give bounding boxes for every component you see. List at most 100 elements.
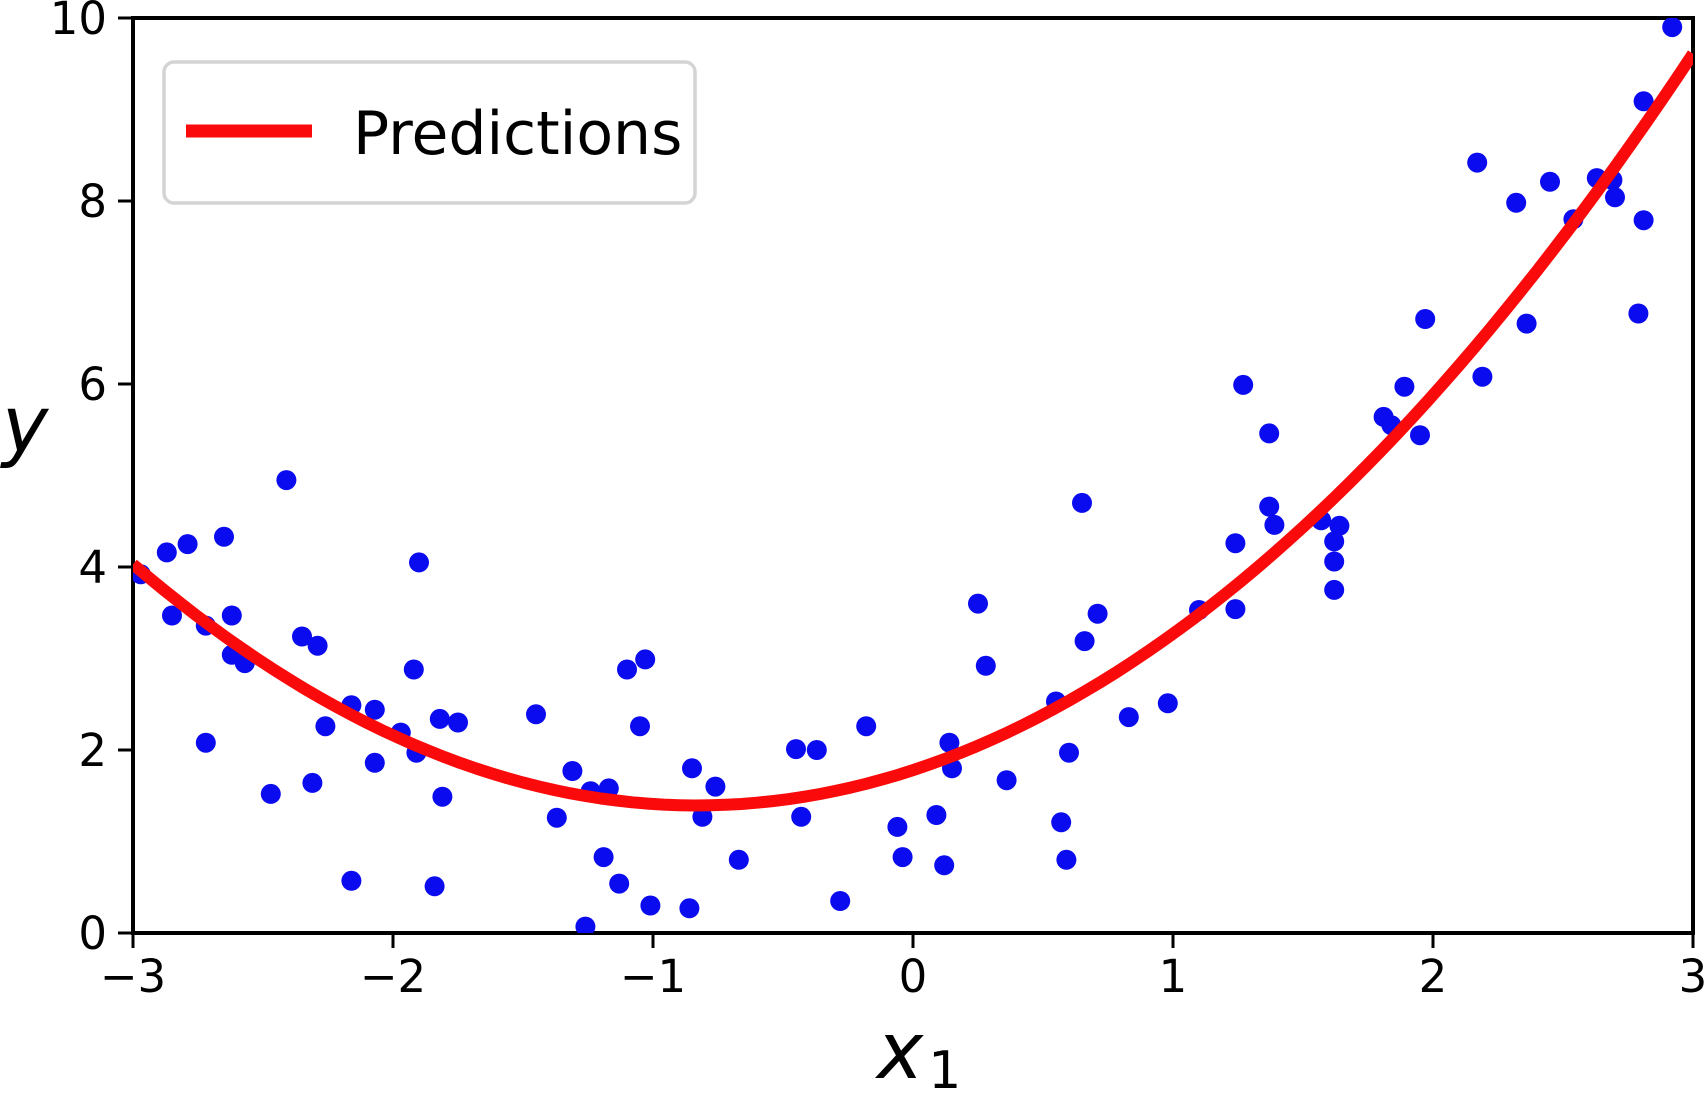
- scatter-point: [221, 605, 242, 626]
- scatter-point: [409, 552, 429, 573]
- scatter-point: [1472, 366, 1493, 387]
- prediction-curve: [133, 50, 1693, 812]
- x-tick-label: 3: [1679, 950, 1704, 1003]
- legend: Predictions: [162, 60, 697, 205]
- scatter-point: [1087, 603, 1108, 624]
- scatter-point: [195, 732, 216, 753]
- scatter-point: [1516, 313, 1537, 334]
- scatter-point: [307, 635, 328, 656]
- x-tick-label: 1: [1159, 950, 1188, 1003]
- x-axis-label: x 1: [874, 1007, 961, 1095]
- scatter-point: [640, 895, 661, 916]
- x-tick-label: −3: [100, 950, 166, 1003]
- scatter-point: [341, 870, 362, 891]
- scatter-point: [617, 659, 637, 680]
- scatter-point: [575, 916, 596, 933]
- scatter-point: [892, 847, 913, 868]
- scatter-point: [1118, 707, 1139, 728]
- scatter-point: [424, 876, 445, 897]
- scatter-point: [1415, 309, 1436, 329]
- scatter-point: [546, 807, 567, 828]
- scatter-point: [791, 806, 812, 827]
- scatter-point: [276, 470, 297, 491]
- scatter-point: [887, 816, 908, 837]
- scatter-point: [214, 526, 234, 547]
- scatter-point: [1233, 374, 1254, 395]
- scatter-point: [526, 704, 546, 725]
- scatter-point: [679, 898, 700, 919]
- scatter-point: [1157, 693, 1178, 714]
- scatter-point: [1467, 152, 1488, 173]
- x-tick-label: −2: [360, 950, 426, 1003]
- scatter-point: [630, 716, 650, 737]
- scatter-point: [1259, 496, 1280, 517]
- scatter-point: [968, 593, 988, 614]
- scatter-point: [934, 855, 955, 876]
- scatter-point: [1394, 376, 1415, 397]
- x-tick-label: 2: [1419, 950, 1448, 1003]
- scatter-point: [1074, 631, 1095, 652]
- scatter-point: [635, 649, 656, 670]
- scatter-point: [806, 740, 827, 760]
- scatter-point: [1225, 599, 1246, 620]
- scatter-point: [705, 776, 726, 797]
- scatter-point: [1225, 533, 1246, 554]
- plot-spines: [131, 16, 1695, 935]
- scatter-point: [926, 805, 947, 825]
- scatter-point: [432, 786, 453, 807]
- x-axis-label-base: x: [874, 1007, 924, 1095]
- scatter-point: [364, 699, 385, 720]
- scatter-point: [1324, 531, 1345, 552]
- scatter-point: [1264, 514, 1285, 535]
- scatter-point: [1329, 515, 1350, 536]
- scatter-point: [939, 732, 960, 753]
- scatter-point: [786, 739, 806, 760]
- y-tick-label: 10: [50, 0, 107, 45]
- legend-label: Predictions: [353, 99, 682, 169]
- legend-box: [162, 60, 697, 205]
- scatter-point: [302, 772, 323, 793]
- scatter-point: [1410, 425, 1430, 446]
- scatter-point: [315, 716, 336, 737]
- scatter-point: [1324, 579, 1345, 600]
- y-tick-label: 4: [78, 541, 107, 594]
- scatter-point: [403, 659, 424, 680]
- scatter-point: [260, 783, 281, 804]
- scatter-point: [1662, 18, 1683, 38]
- scatter-point: [682, 758, 702, 779]
- data-layer: [133, 18, 1693, 933]
- scatter-point: [156, 542, 177, 563]
- scatter-point: [996, 770, 1017, 791]
- x-tick-label: −1: [620, 950, 686, 1003]
- scatter-point: [562, 761, 583, 781]
- scatter-point: [1051, 812, 1072, 833]
- y-tick-label: 0: [78, 907, 107, 960]
- y-axis-label: y: [0, 381, 50, 471]
- scatter-point: [448, 712, 468, 733]
- scatter-point: [609, 873, 630, 894]
- scatter-point: [177, 534, 198, 555]
- y-tick-label: 8: [78, 175, 107, 228]
- scatter-point: [830, 891, 851, 911]
- scatter-point: [1540, 171, 1560, 192]
- scatter-point: [364, 752, 385, 773]
- x-tick-label: 0: [899, 950, 928, 1003]
- scatter-point: [1059, 742, 1079, 763]
- scatter-point: [1056, 849, 1077, 870]
- scatter-point: [1259, 423, 1280, 444]
- scatter-point: [1506, 192, 1527, 213]
- scatter-point: [1633, 91, 1654, 112]
- scatter-point: [429, 708, 450, 729]
- axes-layer: −3 −2 −1 0 1 2 3 0 2 4 6 8 10: [50, 0, 1704, 1003]
- scatter-point: [692, 806, 713, 827]
- scatter-point: [975, 655, 996, 676]
- scatter-point: [162, 605, 182, 626]
- x-axis-label-subscript: 1: [928, 1041, 961, 1095]
- scatter-point: [856, 716, 877, 737]
- scatter-point: [593, 847, 614, 868]
- scatter-point: [1072, 492, 1092, 513]
- scatter-point: [1324, 551, 1345, 572]
- scatter-point: [1605, 187, 1625, 208]
